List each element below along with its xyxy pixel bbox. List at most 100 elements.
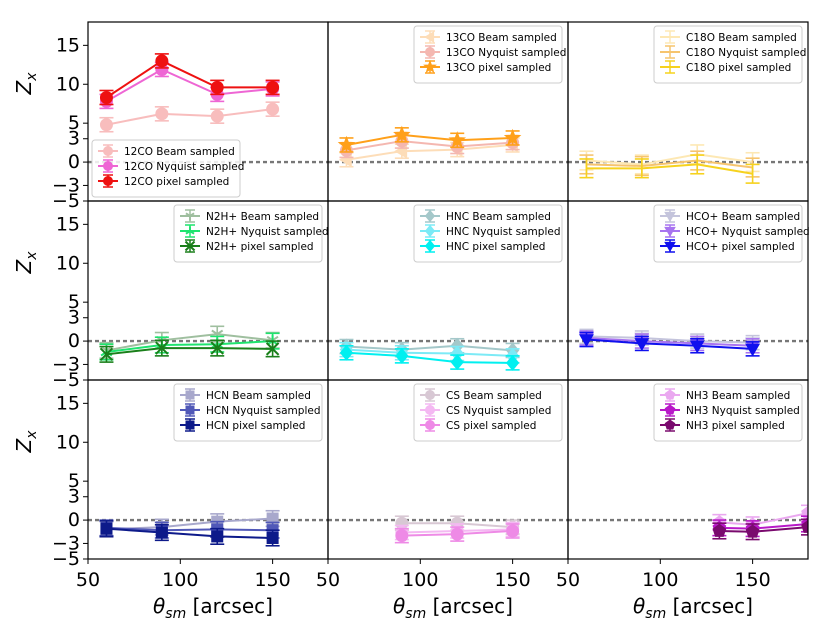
error-bar xyxy=(690,154,705,175)
legend-panel-4: N2H+ Beam sampled N2H+ Nyquist sampled N2H… xyxy=(173,204,329,263)
data-point xyxy=(265,342,280,356)
legend-box xyxy=(173,204,323,263)
series-line xyxy=(586,163,753,175)
legend-handle xyxy=(98,174,118,188)
legend-entry: 12CO Nyquist sampled xyxy=(124,161,244,173)
data-point xyxy=(99,90,113,104)
y-tick-label: −5 xyxy=(52,369,80,391)
x-tick-label: 150 xyxy=(254,569,290,591)
legend-marker xyxy=(424,239,436,253)
legend-marker xyxy=(425,405,435,415)
series-line xyxy=(105,59,273,99)
data-point xyxy=(155,107,169,121)
legend-entry: 12CO Beam sampled xyxy=(124,146,235,158)
legend-entry: C18O Beam sampled xyxy=(686,32,797,44)
data-point xyxy=(745,343,761,357)
series-line xyxy=(346,133,513,146)
legend-entry: N2H+ pixel sampled xyxy=(206,241,314,253)
legend-handle xyxy=(420,45,440,59)
legend-panel-7: HCN Beam sampled HCN Nyquist sampled HCN p… xyxy=(173,383,323,442)
legend-handle xyxy=(180,388,200,402)
x-tick-label: 50 xyxy=(76,569,100,591)
series-line xyxy=(586,153,753,166)
x-tick-label: 150 xyxy=(494,569,530,591)
legend-entry: N2H+ Nyquist sampled xyxy=(206,226,329,238)
y-tick-label: 15 xyxy=(56,392,80,414)
legend-entry: C18O Nyquist sampled xyxy=(686,47,806,59)
data-point xyxy=(506,524,520,538)
y-tick-label: −3 xyxy=(52,174,80,196)
x-tick-label: 50 xyxy=(556,569,580,591)
legend-entry: HCO+ pixel sampled xyxy=(686,241,795,253)
legend-entry: 13CO pixel sampled xyxy=(446,62,551,74)
legend-handle xyxy=(660,403,680,417)
legend-handle xyxy=(420,239,440,253)
data-point xyxy=(266,80,280,94)
legend-entry: N2H+ Beam sampled xyxy=(206,211,319,223)
legend-marker xyxy=(103,146,113,156)
data-point xyxy=(211,530,224,543)
y-tick-label: 15 xyxy=(56,34,80,56)
series-line xyxy=(586,159,753,169)
y-tick-label: 10 xyxy=(56,73,80,95)
legend-handle xyxy=(180,224,200,238)
legend-marker xyxy=(103,176,113,186)
legend-panel-8: CS Beam sampled CS Nyquist sampled CS pixe… xyxy=(413,383,563,442)
legend-handle xyxy=(180,418,200,432)
data-point xyxy=(634,338,650,352)
legend-handle xyxy=(660,60,680,74)
legend-box xyxy=(413,383,563,442)
legend-marker xyxy=(664,404,676,415)
series-c18o-pixel-sampled xyxy=(579,154,760,184)
y-tick-label: 3 xyxy=(68,128,80,150)
data-point xyxy=(100,522,113,535)
legend-marker xyxy=(425,390,435,400)
series-line xyxy=(346,344,513,352)
legend-handle xyxy=(420,403,440,417)
series-line xyxy=(106,333,273,352)
data-point xyxy=(339,344,354,361)
legend-marker xyxy=(424,31,435,43)
x-tick-label: 150 xyxy=(734,569,770,591)
series-12co-pixel-sampled xyxy=(99,53,280,106)
y-tick-label: −3 xyxy=(52,353,80,375)
data-point xyxy=(393,125,411,143)
legend-handle xyxy=(660,30,680,44)
legend-marker xyxy=(185,405,195,415)
legend-panel-5: HNC Beam sampled HNC Nyquist sampled HNC p… xyxy=(413,204,563,263)
y-tick-label: 10 xyxy=(56,431,80,453)
legend-handle xyxy=(180,403,200,417)
data-point xyxy=(266,102,280,116)
legend-handle xyxy=(180,209,200,223)
legend-marker xyxy=(185,420,195,430)
y-tick-label: 10 xyxy=(56,252,80,274)
legend-marker xyxy=(424,209,436,223)
legend-layer: 12CO Beam sampled 12CO Nyquist sampled 12C… xyxy=(91,25,810,442)
data-layer xyxy=(88,53,808,547)
panel-3-plot xyxy=(568,144,808,184)
y-axis-label: Zx xyxy=(12,72,40,96)
data-point xyxy=(450,527,464,541)
series-hcn-pixel-sampled xyxy=(99,520,280,547)
data-point xyxy=(210,109,224,123)
data-point xyxy=(448,131,466,148)
legend-entry: 13CO Nyquist sampled xyxy=(446,47,566,59)
legend-entry: HCN Nyquist sampled xyxy=(206,405,321,417)
data-point xyxy=(503,128,522,146)
y-axis-label: Zx xyxy=(12,430,40,454)
legend-marker xyxy=(184,240,196,252)
panel-9-plot xyxy=(568,504,808,541)
legend-marker xyxy=(425,47,435,57)
data-point xyxy=(337,135,356,153)
legend-panel-6: HCO+ Beam sampled HCO+ Nyquist sampled HCO… xyxy=(653,204,810,263)
y-tick-label: 3 xyxy=(68,307,80,329)
legend-panel-9: NH3 Beam sampled NH3 Nyquist sampled NH3 p… xyxy=(653,383,803,442)
error-bar xyxy=(801,518,808,536)
legend-box xyxy=(653,25,803,84)
legend-entry: 12CO pixel sampled xyxy=(124,176,229,188)
x-axis-label: θsm [arcsec] xyxy=(393,594,513,622)
legend-handle xyxy=(420,30,440,44)
legend-entry: NH3 pixel sampled xyxy=(686,420,785,432)
series-c18o-nyquist-sampled xyxy=(579,150,760,178)
legend-entry: HCO+ Beam sampled xyxy=(686,211,800,223)
